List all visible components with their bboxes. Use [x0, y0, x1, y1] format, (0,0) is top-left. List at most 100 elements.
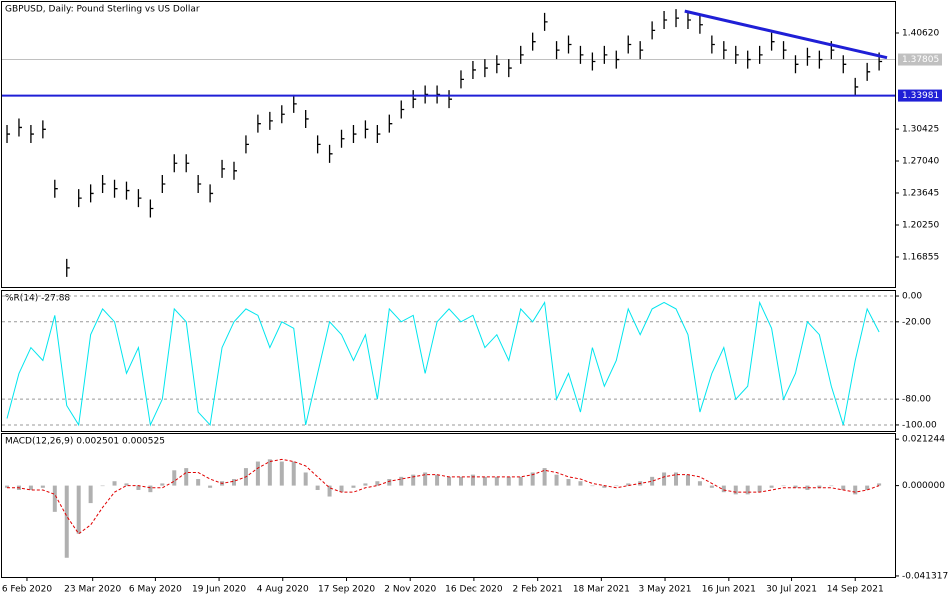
x-tick-label: 16 Jun 2021	[702, 585, 756, 595]
price-bar	[699, 15, 703, 34]
macd-bar	[327, 485, 332, 497]
macd-bar	[267, 459, 272, 486]
macd-bar	[494, 476, 499, 486]
macd-bar	[781, 485, 786, 487]
y-tick-label: 1.40620	[902, 29, 939, 39]
x-tick-label: 23 Mar 2020	[64, 585, 121, 595]
y-tick-label: 1.20250	[902, 220, 939, 230]
price-bar	[436, 85, 441, 104]
price-bar	[197, 174, 202, 193]
price-bar	[603, 45, 608, 64]
price-bar	[376, 125, 381, 144]
x-tick-label: 18 Mar 2021	[573, 585, 630, 595]
macd-bar	[5, 485, 10, 488]
price-bar	[125, 181, 130, 200]
y-tick-label: -100.00	[902, 420, 937, 430]
price-bar	[543, 12, 548, 31]
macd-bar	[602, 485, 607, 488]
price-bar	[221, 159, 226, 178]
price-bar	[782, 41, 787, 60]
x-tick-label: 16 Dec 2020	[445, 585, 503, 595]
macd-bar	[769, 485, 774, 488]
macd-bar	[136, 485, 141, 490]
trendline	[684, 9, 888, 60]
macd-bar	[590, 485, 595, 487]
x-tick-label: 30 Jul 2021	[766, 585, 817, 595]
price-bar	[651, 21, 656, 40]
macd-bar	[208, 485, 213, 488]
macd-bar	[28, 485, 33, 490]
price-bar	[747, 50, 751, 69]
x-tick-label: 19 Jun 2020	[192, 585, 246, 595]
macd-bar	[805, 485, 810, 490]
macd-bar	[315, 485, 320, 490]
price-bar	[18, 118, 22, 137]
price-title: GBPUSD, Daily: Pound Sterling vs US Doll…	[5, 5, 200, 15]
macd-bar	[375, 481, 380, 486]
macd-bar	[447, 476, 452, 486]
price-bar	[161, 174, 166, 193]
price-bar	[388, 114, 393, 133]
macd-bar	[435, 474, 440, 486]
price-bar	[137, 189, 142, 208]
wr-panel	[1, 290, 896, 432]
price-bar	[723, 41, 727, 60]
macd-bar	[411, 474, 416, 486]
price-bar	[400, 100, 405, 119]
price-bar	[806, 47, 811, 66]
macd-bar	[626, 483, 631, 486]
macd-bar	[423, 472, 428, 486]
price-bar	[460, 70, 464, 89]
macd-bar	[566, 479, 571, 486]
macd-bar	[88, 485, 93, 504]
macd-bar	[279, 461, 284, 486]
price-bar	[663, 11, 668, 30]
macd-bar	[542, 468, 547, 486]
macd-bar	[518, 476, 523, 486]
price-bar	[567, 35, 572, 54]
price-bar	[305, 109, 309, 128]
price-bar	[328, 144, 333, 163]
macd-bar	[721, 485, 726, 493]
macd-bar	[124, 483, 129, 486]
price-bar	[794, 55, 799, 74]
y-tick-label: 0.021244	[902, 435, 945, 445]
x-tick-label: 2 Feb 2021	[513, 585, 563, 595]
price-bar	[508, 59, 512, 78]
price-bar	[579, 45, 584, 64]
price-bar	[6, 125, 11, 144]
macd-bar	[841, 485, 846, 490]
macd-bar	[829, 485, 834, 487]
macd-bar	[64, 485, 69, 558]
price-bar	[472, 60, 476, 79]
price-bar	[185, 154, 190, 173]
price-bar	[532, 32, 536, 51]
price-bar	[54, 179, 58, 198]
price-bar	[627, 35, 632, 54]
price-bar	[30, 125, 34, 144]
price-bar	[316, 135, 321, 154]
macd-bar	[817, 485, 822, 488]
price-bar	[245, 135, 249, 154]
price-bar	[555, 41, 560, 60]
price-bar	[842, 55, 847, 74]
price-bar	[66, 258, 70, 277]
x-tick-label: 17 Sep 2020	[318, 585, 375, 595]
price-bar	[687, 11, 691, 30]
x-tick-label: 4 Aug 2020	[257, 585, 309, 595]
macd-bar	[291, 461, 296, 486]
x-tick-label: 6 Feb 2020	[2, 585, 53, 595]
macd-bar	[614, 485, 619, 487]
price-bar	[639, 41, 644, 60]
price-bar	[78, 189, 82, 208]
support-label-box	[898, 89, 942, 102]
signal-line	[7, 458, 880, 535]
price-bar	[711, 35, 715, 54]
price-bar	[735, 45, 739, 64]
macd-bar	[578, 481, 583, 486]
macd-bar	[530, 472, 535, 486]
price-bar	[89, 184, 94, 203]
macd-bar	[196, 479, 201, 486]
y-tick-label: -20.00	[902, 317, 931, 327]
